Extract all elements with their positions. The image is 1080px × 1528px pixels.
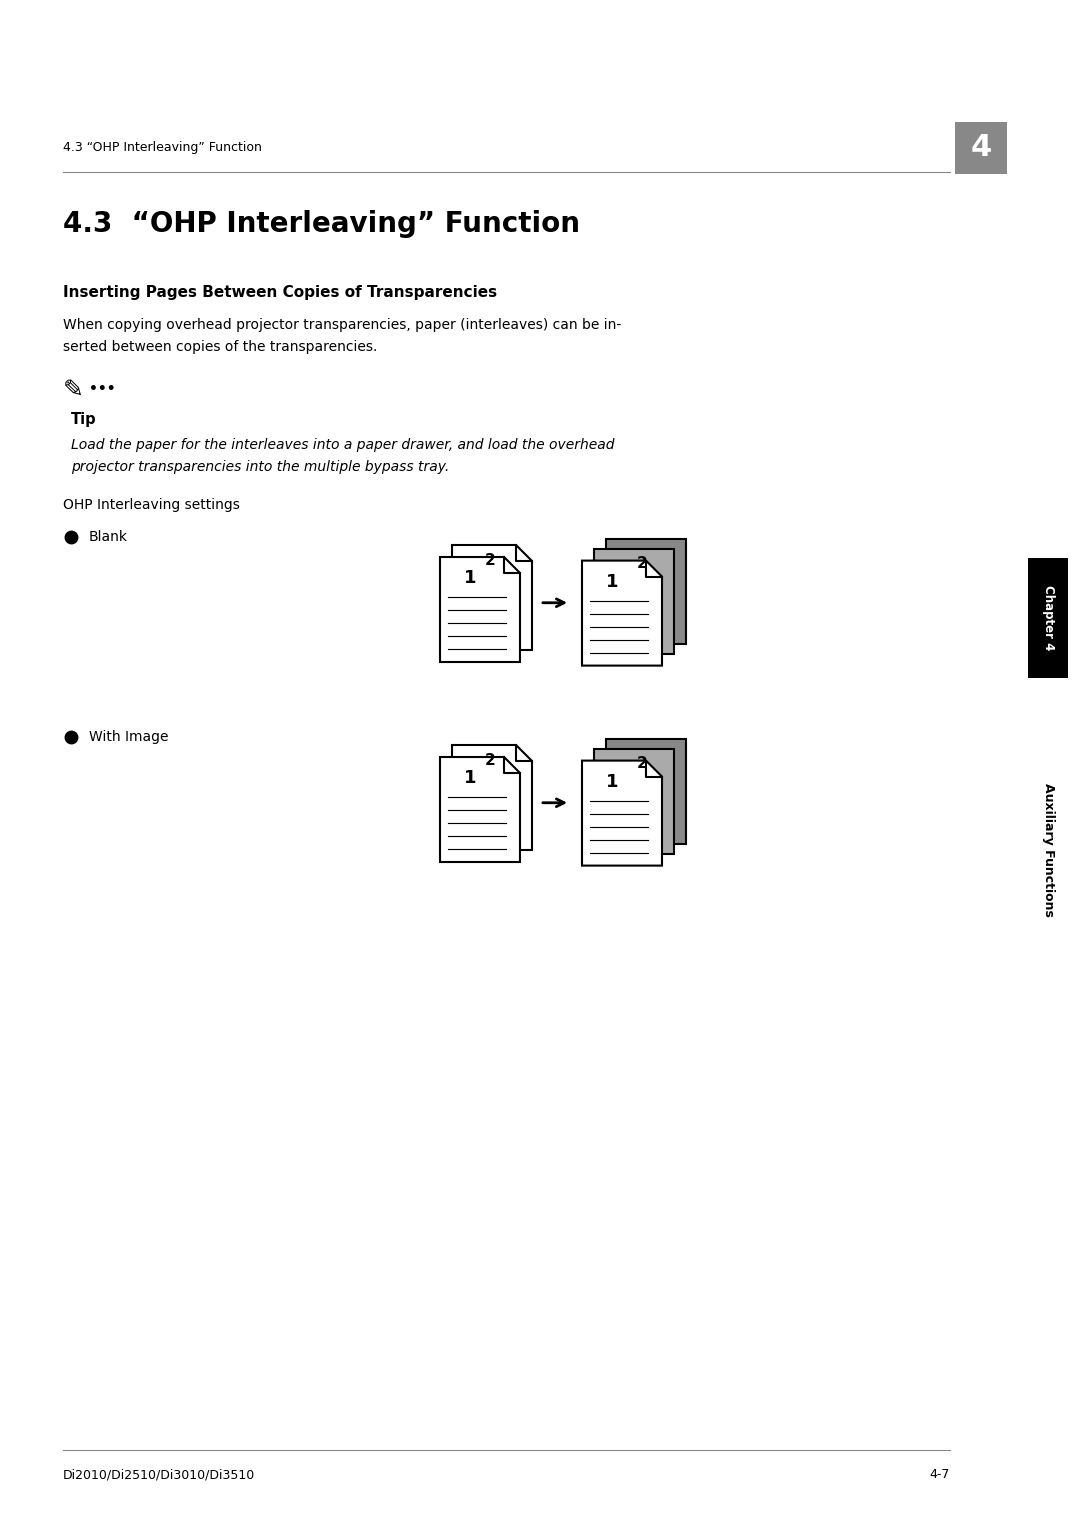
Text: 2: 2	[636, 556, 647, 571]
Text: Blank: Blank	[89, 530, 129, 544]
Polygon shape	[582, 561, 662, 666]
Text: 4.3 “OHP Interleaving” Function: 4.3 “OHP Interleaving” Function	[63, 142, 261, 154]
Text: projector transparencies into the multiple bypass tray.: projector transparencies into the multip…	[71, 460, 449, 474]
Bar	[955, 122, 1007, 174]
Text: 1: 1	[464, 568, 476, 587]
Bar	[606, 539, 686, 643]
Text: 2: 2	[485, 553, 496, 568]
Text: Di2010/Di2510/Di3010/Di3510: Di2010/Di2510/Di3010/Di3510	[63, 1468, 255, 1481]
Text: 1: 1	[606, 773, 619, 790]
Text: 4-7: 4-7	[930, 1468, 950, 1481]
Text: Tip: Tip	[71, 413, 96, 426]
Bar	[1028, 558, 1068, 678]
Text: 2: 2	[485, 753, 496, 769]
Text: Inserting Pages Between Copies of Transparencies: Inserting Pages Between Copies of Transp…	[63, 286, 497, 299]
Text: With Image: With Image	[89, 730, 168, 744]
Text: •••: •••	[89, 382, 116, 396]
Polygon shape	[453, 545, 532, 649]
Bar	[594, 549, 674, 654]
Bar	[606, 740, 686, 843]
Text: 1: 1	[464, 769, 476, 787]
Text: When copying overhead projector transparencies, paper (interleaves) can be in-: When copying overhead projector transpar…	[63, 318, 621, 332]
Text: 1: 1	[606, 573, 619, 591]
Text: serted between copies of the transparencies.: serted between copies of the transparenc…	[63, 341, 377, 354]
Polygon shape	[582, 761, 662, 865]
Text: Load the paper for the interleaves into a paper drawer, and load the overhead: Load the paper for the interleaves into …	[71, 439, 615, 452]
Text: 4.3  “OHP Interleaving” Function: 4.3 “OHP Interleaving” Function	[63, 209, 580, 238]
Text: Chapter 4: Chapter 4	[1041, 585, 1054, 651]
Polygon shape	[440, 756, 519, 862]
Text: OHP Interleaving settings: OHP Interleaving settings	[63, 498, 240, 512]
Polygon shape	[440, 558, 519, 662]
Text: ✎: ✎	[63, 377, 84, 402]
Text: 2: 2	[636, 756, 647, 770]
Text: 4: 4	[970, 133, 991, 162]
Polygon shape	[453, 746, 532, 850]
Text: Auxiliary Functions: Auxiliary Functions	[1041, 782, 1054, 917]
Bar	[594, 749, 674, 854]
